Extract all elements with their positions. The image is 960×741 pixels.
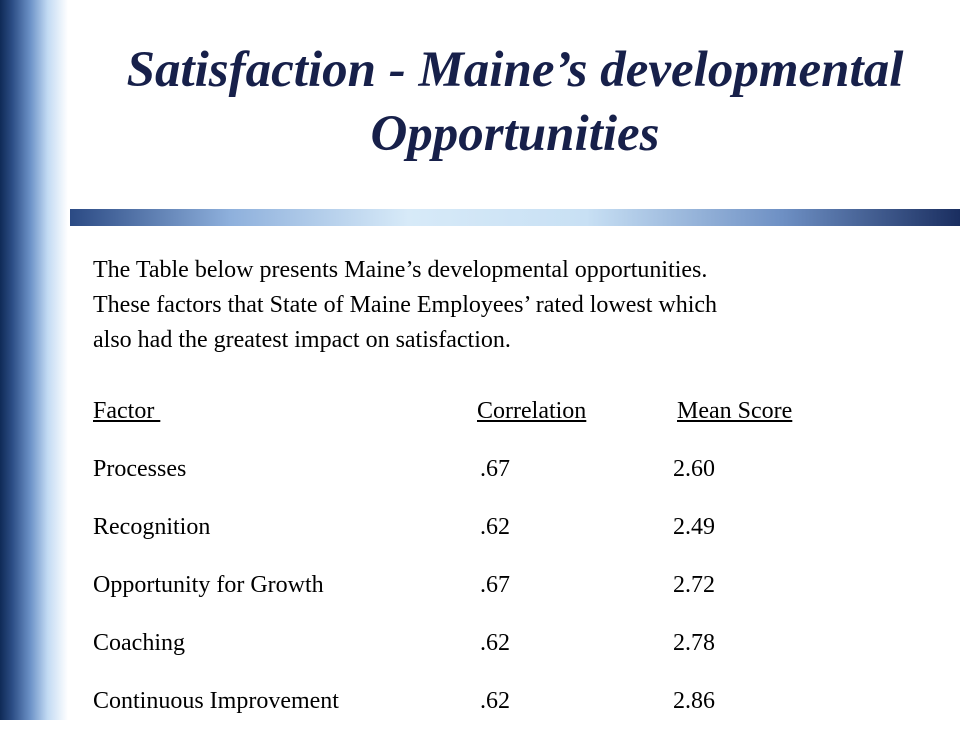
header-mean-score: Mean Score <box>677 398 793 424</box>
cell-mean-score: 2.72 <box>673 572 715 598</box>
cell-correlation: .62 <box>480 630 510 656</box>
table-header-row: Factor Correlation Mean Score <box>93 393 933 451</box>
slide-title: Satisfaction - Maine’s developmental Opp… <box>70 38 960 166</box>
slide-title-line-1: Satisfaction - Maine’s developmental <box>126 42 904 98</box>
cell-correlation: .62 <box>480 514 510 540</box>
table-row: Opportunity for Growth .67 2.72 <box>93 567 933 625</box>
intro-line-2: These factors that State of Maine Employ… <box>93 292 718 318</box>
cell-mean-score: 2.78 <box>673 630 715 656</box>
cell-factor: Coaching <box>93 630 185 656</box>
left-gradient-bar <box>0 0 68 720</box>
cell-factor: Opportunity for Growth <box>93 572 324 598</box>
table-row: Processes .67 2.60 <box>93 451 933 509</box>
cell-mean-score: 2.86 <box>673 688 715 714</box>
header-correlation: Correlation <box>477 398 587 424</box>
factor-table: Factor Correlation Mean Score Processes … <box>93 393 933 741</box>
intro-line-1: The Table below presents Maine’s develop… <box>93 257 708 283</box>
cell-factor: Continuous Improvement <box>93 688 339 714</box>
cell-correlation: .67 <box>480 572 510 598</box>
cell-correlation: .62 <box>480 688 510 714</box>
table-row: Coaching .62 2.78 <box>93 625 933 683</box>
header-factor: Factor <box>93 398 161 424</box>
cell-factor: Processes <box>93 456 187 482</box>
intro-paragraph: The Table below presents Maine’s develop… <box>93 253 943 358</box>
cell-factor: Recognition <box>93 514 211 540</box>
slide-title-line-2: Opportunities <box>370 106 660 162</box>
cell-mean-score: 2.49 <box>673 514 715 540</box>
left-bar-edge <box>68 0 70 720</box>
table-row: Continuous Improvement .62 2.86 <box>93 683 933 741</box>
cell-correlation: .67 <box>480 456 510 482</box>
table-row: Recognition .62 2.49 <box>93 509 933 567</box>
intro-line-3: also had the greatest impact on satisfac… <box>93 327 511 353</box>
cell-mean-score: 2.60 <box>673 456 715 482</box>
title-divider-bar <box>70 209 960 226</box>
